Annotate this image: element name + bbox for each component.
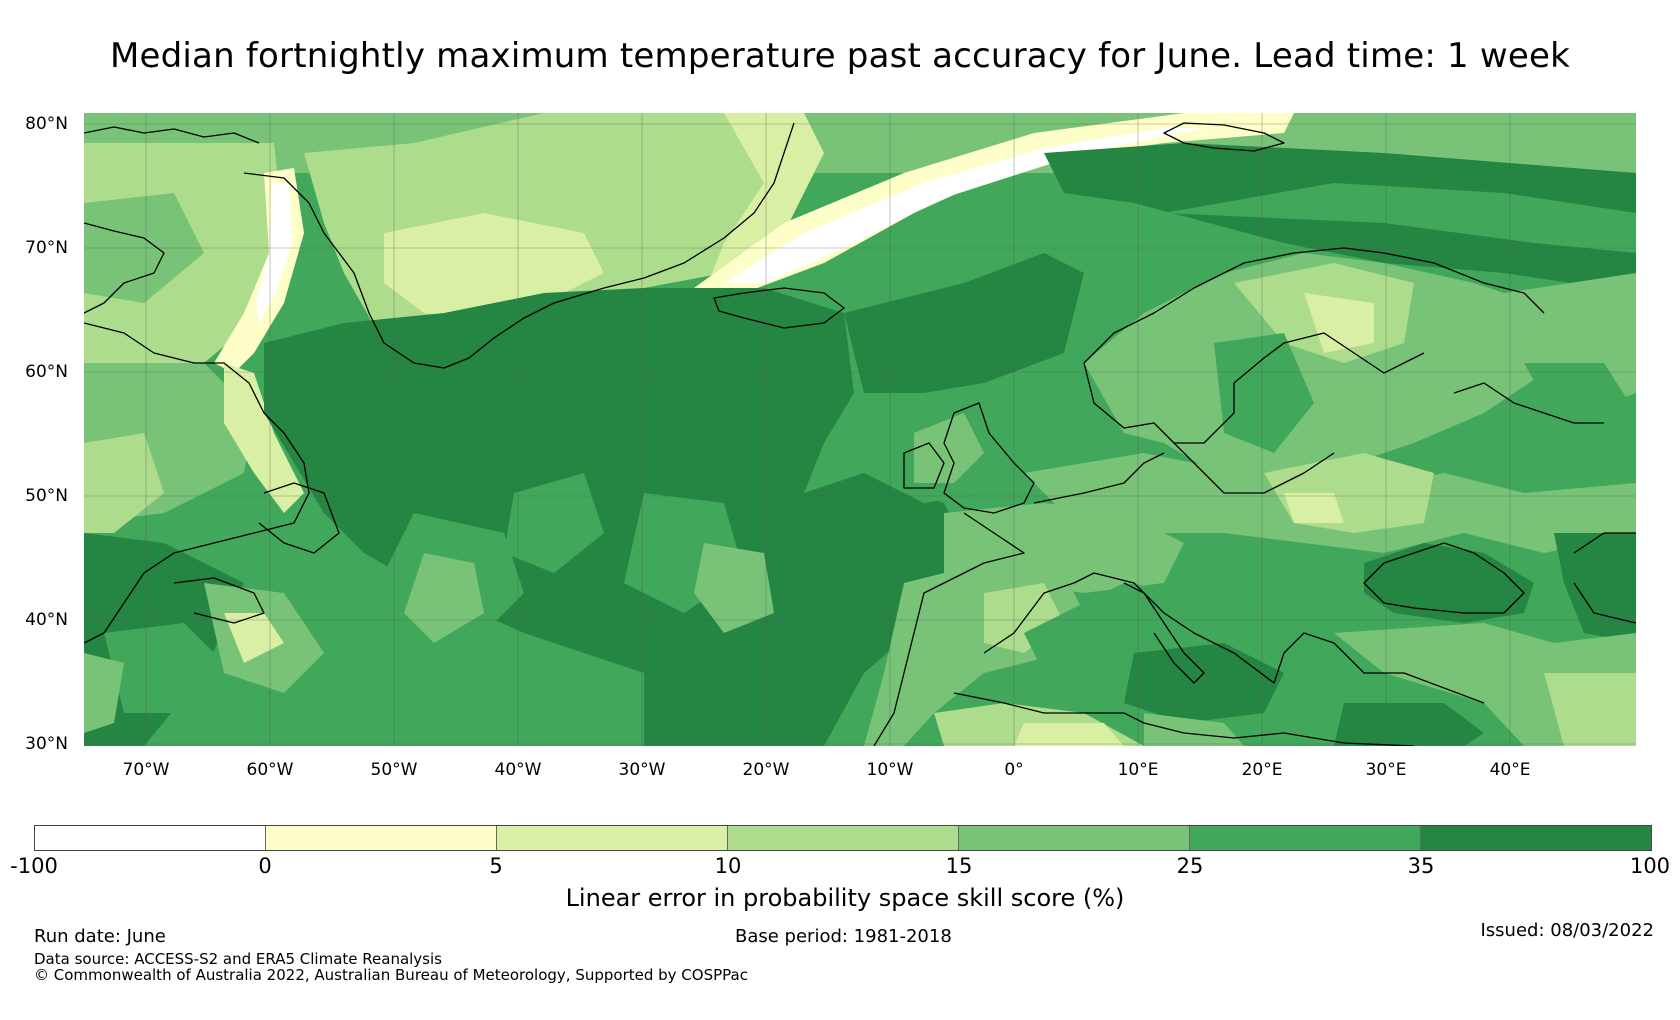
coastline-newfoundland bbox=[258, 482, 340, 554]
coastline-greenland bbox=[243, 122, 795, 369]
field-region bbox=[1014, 723, 1124, 746]
lon-tick-label: 0° bbox=[1004, 760, 1024, 780]
coastline-caspian-west bbox=[1573, 532, 1636, 554]
coastline-canadian-arctic bbox=[84, 126, 260, 144]
field-region bbox=[1544, 673, 1636, 746]
run-date: Run date: June bbox=[34, 926, 166, 947]
colorbar-tick-label: -100 bbox=[10, 854, 58, 878]
coastline-iceland bbox=[713, 287, 845, 329]
field-region bbox=[724, 128, 1204, 283]
coastline-baffin bbox=[84, 222, 165, 314]
coastline-italy bbox=[1123, 582, 1205, 684]
coastline-north-africa bbox=[953, 692, 1415, 746]
coastline-north-sea bbox=[1033, 452, 1165, 504]
field-region bbox=[256, 183, 292, 323]
field-region bbox=[914, 413, 984, 483]
copyright: © Commonwealth of Australia 2022, Austra… bbox=[34, 966, 748, 984]
field-region bbox=[1124, 643, 1284, 723]
coastlines bbox=[84, 122, 1636, 746]
lon-tick-label: 70°W bbox=[122, 760, 170, 780]
colorbar-segment bbox=[35, 826, 267, 850]
colorbar-tick-label: 10 bbox=[714, 854, 742, 878]
coastline-great-britain bbox=[943, 402, 1035, 514]
lon-tick-label: 10°W bbox=[866, 760, 914, 780]
lat-tick-label: 30°N bbox=[25, 734, 68, 754]
field-region bbox=[1304, 293, 1374, 353]
field-region bbox=[224, 613, 284, 663]
field-region bbox=[84, 653, 124, 733]
field-region bbox=[1524, 363, 1636, 453]
field-region bbox=[404, 553, 484, 643]
coastline-caspian-south bbox=[1573, 582, 1636, 624]
colorbar-segment bbox=[1421, 826, 1651, 850]
field-region bbox=[1284, 493, 1344, 523]
field-region bbox=[1144, 713, 1244, 746]
colorbar-segment bbox=[1190, 826, 1422, 850]
colorbar-tick-label: 5 bbox=[489, 854, 503, 878]
colorbar-segment bbox=[266, 826, 498, 850]
field-region bbox=[264, 288, 964, 746]
field-region bbox=[1554, 533, 1636, 643]
map-area bbox=[84, 113, 1636, 746]
lon-tick-label: 30°W bbox=[618, 760, 666, 780]
field-region bbox=[1214, 333, 1314, 453]
lon-tick-label: 40°E bbox=[1489, 760, 1531, 780]
lon-tick-label: 10°E bbox=[1117, 760, 1159, 780]
colorbar-tick-label: 0 bbox=[258, 854, 272, 878]
lat-tick-label: 70°N bbox=[25, 238, 68, 258]
lat-tick-label: 80°N bbox=[25, 114, 68, 134]
colorbar-segment bbox=[959, 826, 1191, 850]
colorbar bbox=[34, 825, 1652, 851]
field-region bbox=[1334, 703, 1484, 746]
coastline-scandinavia-south bbox=[1083, 332, 1425, 444]
field-region bbox=[84, 433, 164, 533]
lon-tick-label: 20°E bbox=[1241, 760, 1283, 780]
coastline-norway-north bbox=[1083, 247, 1545, 364]
coastline-ireland bbox=[903, 442, 945, 489]
colorbar-tick-label: 100 bbox=[1629, 854, 1671, 878]
colorbar-tick-label: 25 bbox=[1176, 854, 1204, 878]
field-region bbox=[1364, 543, 1534, 623]
colorbar-tick-label: 35 bbox=[1407, 854, 1435, 878]
field-region bbox=[104, 623, 234, 713]
gridlines bbox=[84, 113, 1636, 746]
field-region bbox=[1084, 253, 1544, 513]
coastline-labrador bbox=[84, 322, 310, 644]
map-svg bbox=[84, 113, 1636, 746]
coastline-nova-scotia bbox=[173, 577, 265, 624]
field-region bbox=[1164, 183, 1636, 253]
field-region bbox=[694, 543, 774, 633]
field-region bbox=[844, 253, 1084, 393]
coastline-france-iberia-west bbox=[873, 512, 1025, 746]
colorbar-tick-label: 15 bbox=[945, 854, 973, 878]
lat-tick-label: 60°N bbox=[25, 362, 68, 382]
colorbar-segment bbox=[728, 826, 960, 850]
lon-tick-label: 40°W bbox=[494, 760, 542, 780]
coastline-black-sea bbox=[1363, 542, 1525, 614]
colorbar-label: Linear error in probability space skill … bbox=[565, 884, 1125, 912]
coastline-svalbard bbox=[1163, 122, 1285, 152]
lat-tick-label: 40°N bbox=[25, 610, 68, 630]
map-title: Median fortnightly maximum temperature p… bbox=[109, 36, 1571, 76]
colorbar-segment bbox=[497, 826, 729, 850]
lat-tick-label: 50°N bbox=[25, 486, 68, 506]
coastline-baltic bbox=[1173, 442, 1335, 494]
lon-tick-label: 50°W bbox=[370, 760, 418, 780]
data-source: Data source: ACCESS-S2 and ERA5 Climate … bbox=[34, 950, 442, 968]
issued-date: Issued: 08/03/2022 bbox=[1480, 920, 1654, 941]
coastline-white-sea bbox=[1453, 382, 1604, 424]
lon-tick-label: 20°W bbox=[742, 760, 790, 780]
field-region bbox=[224, 363, 304, 513]
coastline-mediterranean-north bbox=[983, 572, 1485, 704]
lon-tick-label: 60°W bbox=[246, 760, 294, 780]
base-period: Base period: 1981-2018 bbox=[735, 926, 952, 947]
field-region bbox=[504, 473, 604, 573]
lon-tick-label: 30°E bbox=[1365, 760, 1407, 780]
